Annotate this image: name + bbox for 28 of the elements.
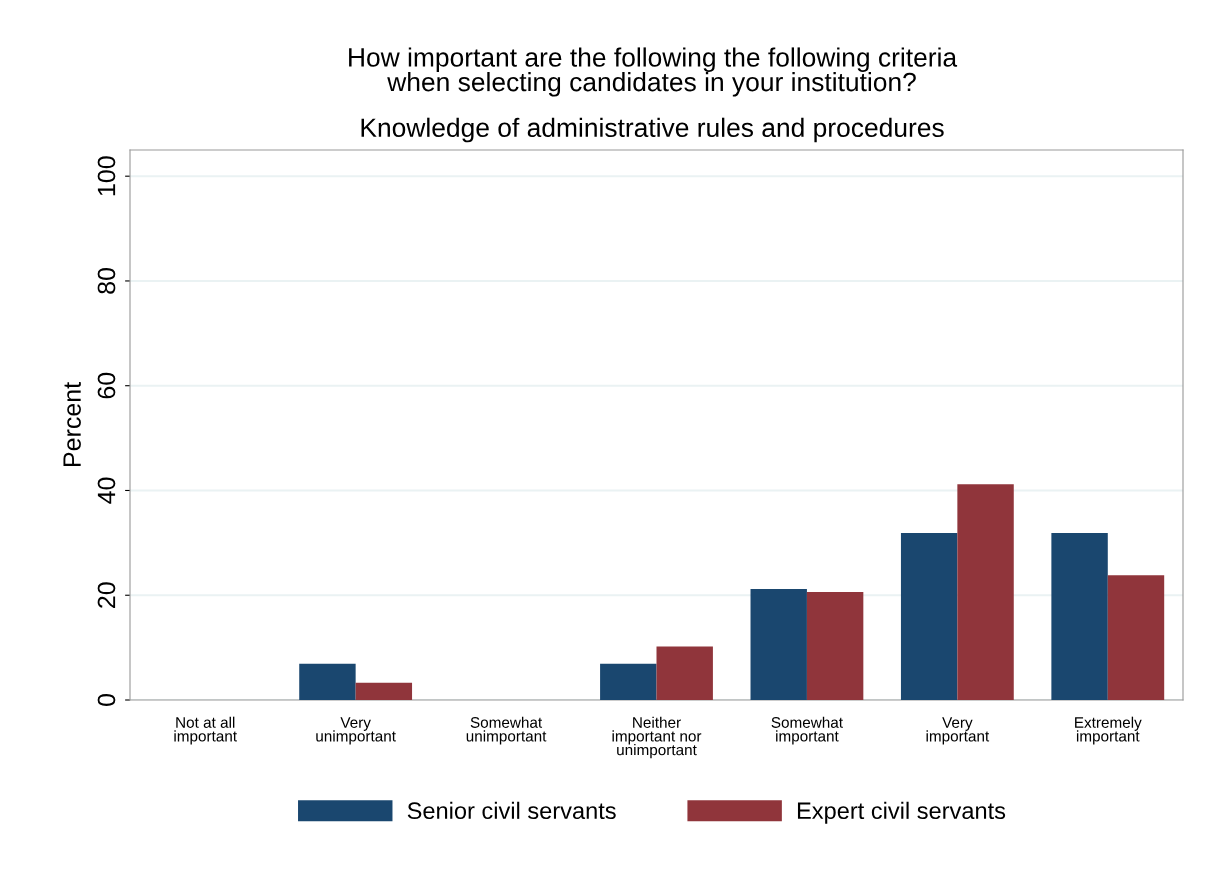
chart-subtitle: Knowledge of administrative rules and procedures: [361, 117, 944, 143]
x-tick-label: Very important: [926, 717, 990, 745]
legend-label: Expert civil servants: [797, 801, 1006, 824]
y-tick-label: 60: [97, 372, 116, 399]
y-tick-label: 40: [97, 477, 116, 504]
y-tick-label: 100: [97, 156, 116, 196]
y-tick-label: 0: [97, 694, 116, 706]
x-tick-label: Extremely important: [1075, 716, 1142, 745]
bar: [600, 663, 657, 700]
bar: [1107, 575, 1165, 700]
y-tick-label: 80: [97, 268, 116, 294]
y-tick-label: 20: [97, 582, 116, 608]
y-axis-title: Percent: [63, 382, 81, 467]
x-tick-label: Very unimportant: [316, 717, 396, 745]
bar: [750, 588, 807, 700]
bar: [900, 532, 958, 700]
bar: [299, 663, 356, 700]
x-tick-label: Not at all important: [174, 716, 237, 745]
x-tick-label: Neither important nor unimportant: [612, 716, 702, 759]
x-tick-label: Somewhat unimportant: [466, 716, 547, 745]
x-tick-label: Somewhat important: [771, 716, 843, 745]
bar: [355, 682, 413, 700]
chart-title: How important are the following the following criteria when selecting candidates in your institution?: [349, 47, 958, 97]
bar: [957, 484, 1014, 700]
legend-label: Senior civil servants: [407, 801, 616, 820]
bar: [1051, 532, 1108, 700]
bar: [656, 646, 713, 700]
bar: [806, 592, 864, 700]
